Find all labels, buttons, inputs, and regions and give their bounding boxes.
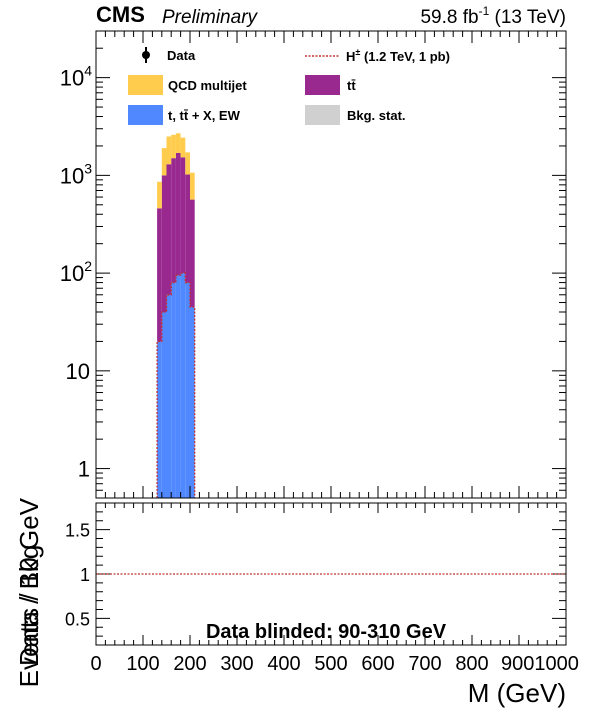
stat-swatch [305,105,340,125]
tick-base: 10 [60,261,84,286]
bar-ttbar-4 [175,152,181,276]
bar-qcd-1 [161,148,167,176]
preliminary-label: Preliminary [162,7,259,28]
x-tick-label: 200 [173,653,206,675]
bar-qcd-0 [157,181,162,209]
legend-label-other: t, tt̄ + X, EW [168,108,241,123]
main-frame [95,30,567,499]
ratio-y-tick-labels: 0.5 1 1.5 [65,521,90,630]
stacked-bars [157,133,195,498]
signal-label-rest: (1.2 TeV, 1 pb) [360,49,450,64]
bar-other-0 [157,341,162,498]
bar-ttbar-7 [190,199,195,307]
bar-qcd-7 [190,172,195,200]
bar-qcd-5 [180,137,186,158]
x-tick-label: 700 [408,653,441,675]
x-tick-label: 400 [267,653,300,675]
x-tick-label: 800 [455,653,488,675]
main-y-tick-label: 103 [60,160,92,188]
ratio-y-tick-label: 0.5 [65,609,90,629]
legend: Data H± (1.2 TeV, 1 pb) QCD multijet tt̄… [128,47,450,125]
legend-entry-stat: Bkg. stat. [305,105,406,125]
x-tick-label: 9001000 [501,653,579,675]
lumi-exponent: -1 [479,4,490,18]
tick-exponent: 4 [84,63,92,79]
x-tick-label: 100 [126,653,159,675]
data-marker-icon [142,51,150,59]
x-axis-label: M (GeV) [468,678,566,708]
ratio-y-tick-label: 1 [80,565,90,585]
legend-label-signal: H± (1.2 TeV, 1 pb) [346,47,450,64]
signal-histogram [156,272,196,498]
ratio-y-axis-label: Data / Bkg [14,545,44,666]
bar-other-3 [171,282,176,498]
legend-entry-other: t, tt̄ + X, EW [128,105,241,125]
x-tick-label: 300 [220,653,253,675]
signal-label-superscript: ± [355,47,360,57]
legend-entry-ttbar: tt̄ [305,75,356,95]
bar-other-7 [190,306,195,498]
ratio-frame [95,502,567,646]
legend-label-stat: Bkg. stat. [347,108,406,123]
ratio-y-tick-label: 1.5 [65,521,90,541]
bar-qcd-4 [175,133,181,153]
main-y-tick-label: 102 [60,258,92,286]
tick-base: 10 [60,163,84,188]
cms-label: CMS [96,2,145,27]
signal-label-main: H [346,49,355,64]
main-y-tick-label: 104 [60,63,92,91]
ratio-panel: 0.5 1 1.5 0 100 200 300 400 500 600 700 800 9001000… [14,502,579,708]
tick-base: 1 [78,457,90,482]
bar-other-2 [166,294,172,498]
bar-ttbar-2 [166,164,172,295]
bar-other-5 [180,273,186,498]
bar-qcd-3 [171,134,176,159]
blinded-annotation: Data blinded: 90-310 GeV [206,621,447,643]
bar-ttbar-1 [161,175,167,312]
bar-ttbar-6 [185,174,190,283]
luminosity-label: 59.8 fb-1 (13 TeV) [420,4,566,28]
legend-label-ttbar: tt̄ [347,78,356,93]
x-tick-label: 0 [90,653,101,675]
legend-entry-signal: H± (1.2 TeV, 1 pb) [305,47,450,64]
ttbar-swatch [305,75,340,95]
tick-base: 10 [66,359,90,384]
bar-other-6 [185,282,190,498]
other-swatch [128,105,163,125]
main-axes [95,30,567,499]
legend-label-qcd: QCD multijet [168,78,247,93]
bar-ttbar-5 [180,157,186,274]
bar-other-1 [161,311,167,498]
lumi-value: 59.8 fb [420,7,478,28]
tick-base: 10 [60,66,84,91]
qcd-swatch [128,75,163,95]
tick-exponent: 2 [84,258,92,274]
bar-other-4 [175,275,181,498]
energy-label: (13 TeV) [489,7,566,28]
bar-qcd-2 [166,136,172,165]
bar-ttbar-0 [157,208,162,342]
tick-exponent: 3 [84,160,92,176]
main-y-tick-label: 10 [66,359,90,384]
legend-label-data: Data [167,48,196,63]
x-tick-label: 500 [314,653,347,675]
main-y-axis-label: Events / 10 GeV [14,497,44,687]
bar-qcd-6 [185,152,190,175]
x-tick-labels: 0 100 200 300 400 500 600 700 800 9001000 [90,653,578,675]
legend-entry-qcd: QCD multijet [128,75,247,95]
x-tick-label: 600 [361,653,394,675]
legend-entry-data: Data [142,47,196,63]
main-y-tick-label: 1 [78,457,90,482]
bar-ttbar-3 [171,158,176,283]
signal-step-line [156,272,196,498]
